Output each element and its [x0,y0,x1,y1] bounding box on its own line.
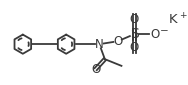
Text: O: O [91,63,100,76]
Text: K: K [169,13,177,26]
Text: O: O [113,35,122,48]
Text: O: O [130,41,139,54]
Text: N: N [95,38,104,51]
Text: O: O [130,13,139,26]
Text: S: S [130,27,139,41]
Text: +: + [179,11,186,20]
Text: −: − [160,26,169,36]
Text: O: O [150,28,159,41]
